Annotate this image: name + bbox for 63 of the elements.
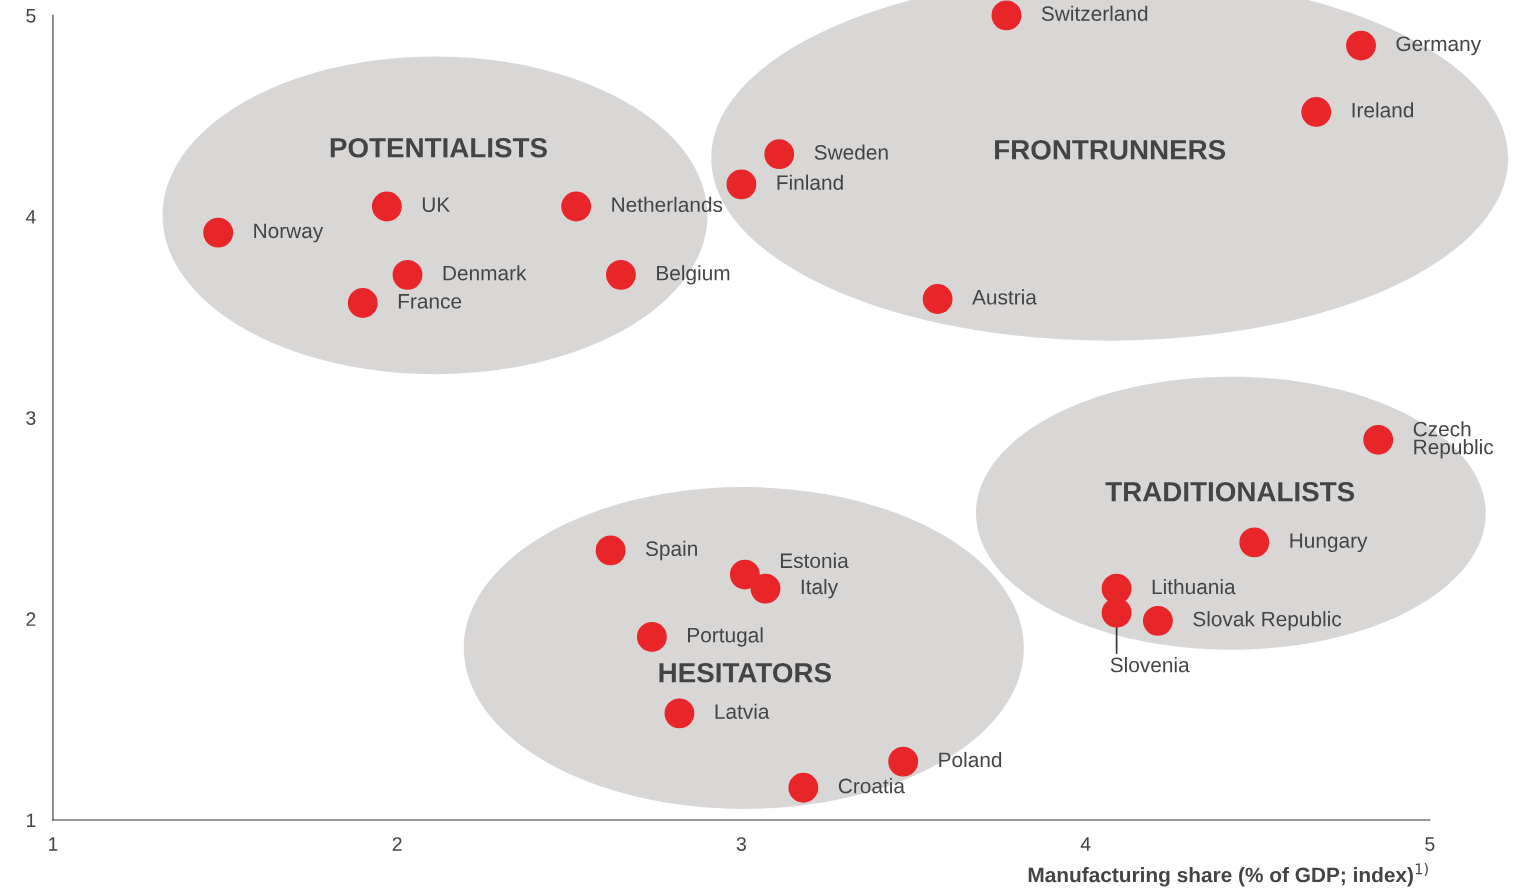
annotation: Czech Republic: [1413, 421, 1494, 459]
annotation: Germany: [1396, 36, 1482, 56]
annotation: Portugal: [688, 627, 763, 647]
annotation: Croatia: [838, 778, 905, 794]
annotation: TRADITIONALISTS: [1105, 481, 1355, 502]
point: [203, 217, 234, 248]
point: [750, 573, 781, 604]
x-axis-title: Manufacturing share (% of GDP; index)$^{1)}$: [1028, 863, 1428, 887]
point: [347, 288, 378, 318]
y-tick-label: 1: [26, 813, 36, 827]
annotation: Switzerland: [1041, 5, 1148, 21]
annotation: Belgium: [657, 265, 730, 285]
point: [1363, 424, 1394, 455]
point: [729, 559, 760, 590]
annotation: Latvia: [715, 703, 770, 719]
annotation: Estonia: [780, 552, 849, 569]
x-tick-label: 1: [49, 837, 58, 851]
point: [392, 259, 423, 290]
point: [1301, 97, 1332, 127]
point: [726, 169, 757, 200]
x-tick-label: 2: [392, 837, 402, 851]
annotation: Italy: [801, 578, 839, 599]
annotation: Poland: [939, 751, 1002, 768]
annotation: Ireland: [1352, 102, 1414, 118]
annotation: Lithuania: [1152, 578, 1236, 595]
annotation: Slovak Republic: [1193, 611, 1342, 631]
annotation: FRONTRUNNERS: [995, 139, 1226, 160]
annotation: UK: [422, 197, 450, 213]
point: [1142, 605, 1173, 636]
point: [764, 139, 795, 170]
point: [1346, 30, 1376, 61]
point: [1239, 527, 1270, 558]
annotation: Finland: [777, 174, 843, 190]
point: [991, 0, 1022, 31]
point: [636, 621, 667, 652]
y-tick-label: 4: [25, 210, 36, 224]
annotation: France: [398, 294, 462, 309]
point: [605, 259, 636, 290]
point: [561, 191, 592, 222]
y-tick-label: 3: [26, 411, 36, 425]
annotation: Netherlands: [612, 196, 723, 213]
annotation: HESITATORS: [659, 662, 831, 683]
y-tick-label: 5: [26, 9, 36, 23]
point: [371, 191, 402, 222]
point: [595, 535, 626, 566]
x-tick-label: 5: [1425, 837, 1435, 851]
y-tick-label: 2: [26, 612, 36, 626]
point: [664, 698, 695, 729]
point: [1101, 573, 1132, 604]
point: [1101, 597, 1132, 628]
point: [788, 772, 819, 803]
annotation: Austria: [972, 289, 1037, 305]
annotation: Hungary: [1290, 533, 1368, 553]
x-tick-label: 4: [1080, 837, 1091, 851]
annotation: Norway: [254, 223, 324, 243]
annotation: Spain: [645, 540, 697, 561]
annotation: Sweden: [814, 144, 888, 160]
x-tick-label: 3: [736, 837, 746, 851]
annotation: Slovenia: [1110, 657, 1190, 673]
point: [888, 746, 919, 777]
point: [922, 284, 953, 314]
annotation: POTENTIALISTS: [330, 137, 547, 158]
annotation: Denmark: [443, 265, 527, 281]
